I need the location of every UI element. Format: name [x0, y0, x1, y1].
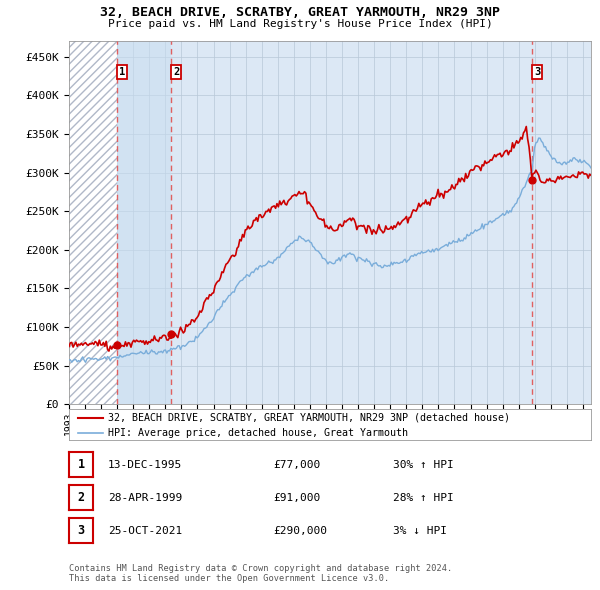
Point [112, 340, 121, 349]
Text: £91,000: £91,000 [273, 493, 320, 503]
Text: 32, BEACH DRIVE, SCRATBY, GREAT YARMOUTH, NR29 3NP: 32, BEACH DRIVE, SCRATBY, GREAT YARMOUTH… [100, 6, 500, 19]
Text: 32, BEACH DRIVE, SCRATBY, GREAT YARMOUTH, NR29 3NP (detached house): 32, BEACH DRIVE, SCRATBY, GREAT YARMOUTH… [108, 413, 510, 423]
Text: 28-APR-1999: 28-APR-1999 [108, 493, 182, 503]
Text: Contains HM Land Registry data © Crown copyright and database right 2024.
This d: Contains HM Land Registry data © Crown c… [69, 563, 452, 583]
Text: 3: 3 [534, 67, 541, 77]
Text: 1: 1 [77, 458, 85, 471]
Bar [69, 41, 116, 404]
Text: 3% ↓ HPI: 3% ↓ HPI [393, 526, 447, 536]
Text: Price paid vs. HM Land Registry's House Price Index (HPI): Price paid vs. HM Land Registry's House … [107, 19, 493, 29]
Text: 25-OCT-2021: 25-OCT-2021 [108, 526, 182, 536]
Text: 2: 2 [77, 491, 85, 504]
Point [527, 176, 536, 185]
Text: 3: 3 [77, 524, 85, 537]
Text: 1: 1 [119, 67, 125, 77]
Point [166, 329, 175, 339]
Text: HPI: Average price, detached house, Great Yarmouth: HPI: Average price, detached house, Grea… [108, 428, 408, 438]
Text: 13-DEC-1995: 13-DEC-1995 [108, 460, 182, 470]
Text: 2: 2 [173, 67, 179, 77]
Text: 28% ↑ HPI: 28% ↑ HPI [393, 493, 454, 503]
Text: £77,000: £77,000 [273, 460, 320, 470]
Text: 30% ↑ HPI: 30% ↑ HPI [393, 460, 454, 470]
Bar [116, 41, 170, 404]
Text: £290,000: £290,000 [273, 526, 327, 536]
